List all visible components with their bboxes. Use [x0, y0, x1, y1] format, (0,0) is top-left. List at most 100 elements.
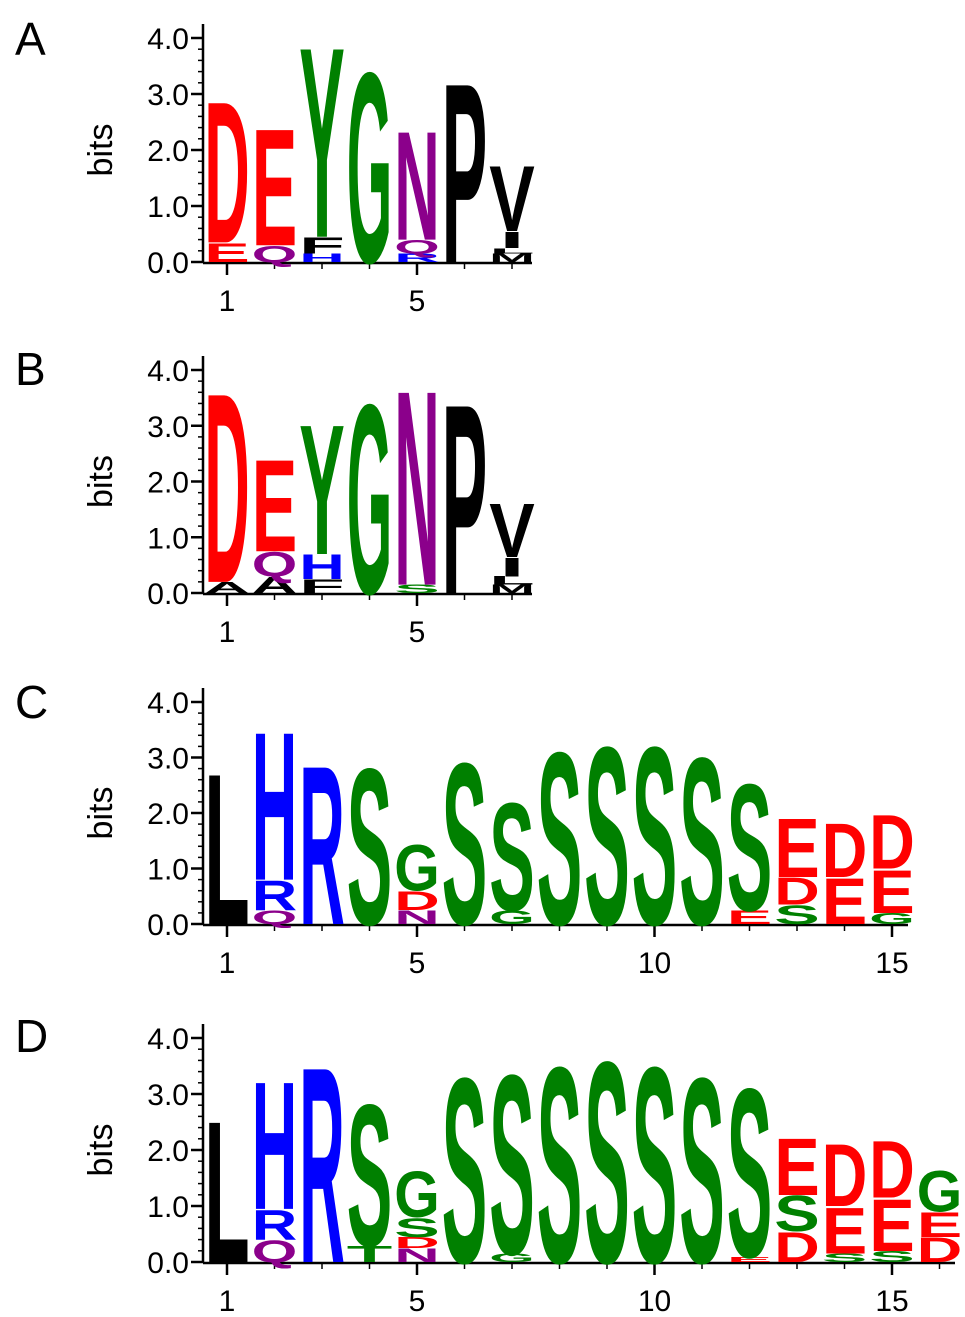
- logo-letter-g: G: [394, 831, 440, 904]
- logo-letter-t: T: [347, 1241, 393, 1267]
- logo-letter-n: N: [394, 907, 440, 929]
- logo-letter-f: F: [299, 232, 345, 258]
- y-tick-label: 1.0: [147, 522, 189, 555]
- logo-letter-e: E: [252, 94, 298, 281]
- logo-letter-n: N: [394, 1245, 440, 1267]
- logo-letter-a: A: [204, 579, 250, 596]
- logo-letter-e: E: [252, 432, 298, 579]
- y-tick-label: 0.0: [147, 247, 189, 280]
- panel-label: C: [15, 676, 48, 728]
- logo-letter-h: H: [299, 252, 345, 265]
- y-tick-label: 4.0: [147, 23, 189, 56]
- logo-letter-e: E: [917, 1205, 963, 1245]
- logo-letter-q: Q: [394, 236, 440, 258]
- logo-letter-s: S: [584, 694, 630, 978]
- x-tick-label: 5: [409, 285, 426, 318]
- logo-letter-s: S: [727, 746, 773, 949]
- logo-letter-y: Y: [299, 386, 345, 593]
- logo-letter-d: D: [394, 1234, 440, 1251]
- y-tick-label: 2.0: [147, 467, 189, 500]
- x-tick-label: 5: [409, 947, 426, 980]
- logo-letter-s: S: [774, 1186, 820, 1243]
- logo-letter-m: M: [489, 252, 535, 265]
- logo-letter-e: E: [204, 237, 250, 267]
- logo-letter-r: R: [299, 719, 345, 973]
- logo-letter-s: S: [584, 1002, 630, 1317]
- logo-letter-l: L: [489, 574, 535, 587]
- y-tick-label: 3.0: [147, 1079, 189, 1112]
- logo-letter-l: L: [489, 246, 535, 255]
- logo-letter-p: P: [442, 31, 488, 318]
- logo-letter-a: A: [252, 572, 298, 598]
- logo-letter-s: S: [632, 694, 678, 978]
- logo-letter-d: D: [774, 1224, 820, 1271]
- logo-letter-s: S: [347, 723, 393, 972]
- logo-letter-d: D: [869, 1125, 915, 1216]
- logo-letter-s: S: [632, 1008, 678, 1317]
- x-tick-label: 1: [219, 616, 236, 649]
- logo-letter-e: E: [869, 858, 915, 926]
- logo-letter-g: G: [347, 349, 393, 652]
- y-tick-label: 4.0: [147, 355, 189, 388]
- x-tick-label: 5: [409, 616, 426, 649]
- logo-letter-q: Q: [252, 241, 298, 267]
- logo-letter-d: D: [917, 1230, 963, 1270]
- logo-letter-s: S: [869, 1248, 915, 1265]
- logo-letter-s: S: [489, 772, 535, 944]
- panel-label: A: [15, 13, 46, 65]
- y-tick-label: 2.0: [147, 1135, 189, 1168]
- y-tick-label: 1.0: [147, 1191, 189, 1224]
- y-tick-label: 2.0: [147, 798, 189, 831]
- logo-letter-h: H: [252, 689, 298, 925]
- logo-letter-s: S: [727, 1038, 773, 1308]
- logo-letter-l: L: [204, 730, 250, 971]
- y-tick-label: 2.0: [147, 135, 189, 168]
- logo-letter-i: I: [499, 228, 524, 254]
- logo-letter-p: P: [442, 349, 488, 652]
- logo-letter-s: S: [394, 583, 440, 596]
- y-tick-label: 0.0: [147, 909, 189, 942]
- logo-letter-g: G: [489, 907, 535, 929]
- logo-letter-l: L: [204, 1080, 250, 1306]
- y-axis-label: bits: [82, 124, 120, 177]
- logo-letter-n: N: [394, 333, 440, 644]
- logo-letter-y: Y: [299, 0, 345, 295]
- logo-letter-e: E: [727, 907, 773, 929]
- logo-letter-e: E: [822, 1195, 868, 1268]
- y-tick-label: 1.0: [147, 854, 189, 887]
- y-axis-label: bits: [82, 455, 120, 508]
- logo-letter-s: S: [679, 709, 725, 976]
- logo-letter-e: E: [774, 801, 820, 896]
- logo-letter-r: R: [394, 252, 440, 265]
- y-tick-label: 0.0: [147, 1247, 189, 1280]
- logo-letter-v: V: [489, 147, 535, 251]
- logo-letter-d: D: [869, 800, 915, 885]
- logo-letter-e: E: [869, 1185, 915, 1268]
- x-tick-label: 1: [219, 1285, 236, 1317]
- logo-letter-d: D: [822, 1127, 868, 1227]
- x-tick-label: 1: [219, 947, 236, 980]
- logo-letter-g: G: [394, 1159, 440, 1232]
- logo-letter-g: G: [869, 910, 915, 927]
- x-tick-label: 10: [638, 1285, 671, 1317]
- logo-letter-d: D: [394, 886, 440, 916]
- logo-letter-s: S: [679, 1024, 725, 1317]
- logo-letter-r: R: [252, 873, 298, 920]
- panel-label: D: [15, 1010, 48, 1062]
- logo-letter-s: S: [489, 1022, 535, 1309]
- logo-letter-i: I: [499, 551, 524, 582]
- y-tick-label: 3.0: [147, 411, 189, 444]
- logo-letter-h: H: [299, 547, 345, 587]
- logo-letter-s: S: [537, 1008, 583, 1317]
- y-tick-label: 3.0: [147, 79, 189, 112]
- x-tick-label: 15: [875, 1285, 908, 1317]
- logo-letter-r: R: [299, 1008, 345, 1317]
- logo-letter-q: Q: [252, 544, 298, 584]
- logo-letter-d: D: [204, 338, 250, 641]
- logo-letter-q: Q: [252, 907, 298, 929]
